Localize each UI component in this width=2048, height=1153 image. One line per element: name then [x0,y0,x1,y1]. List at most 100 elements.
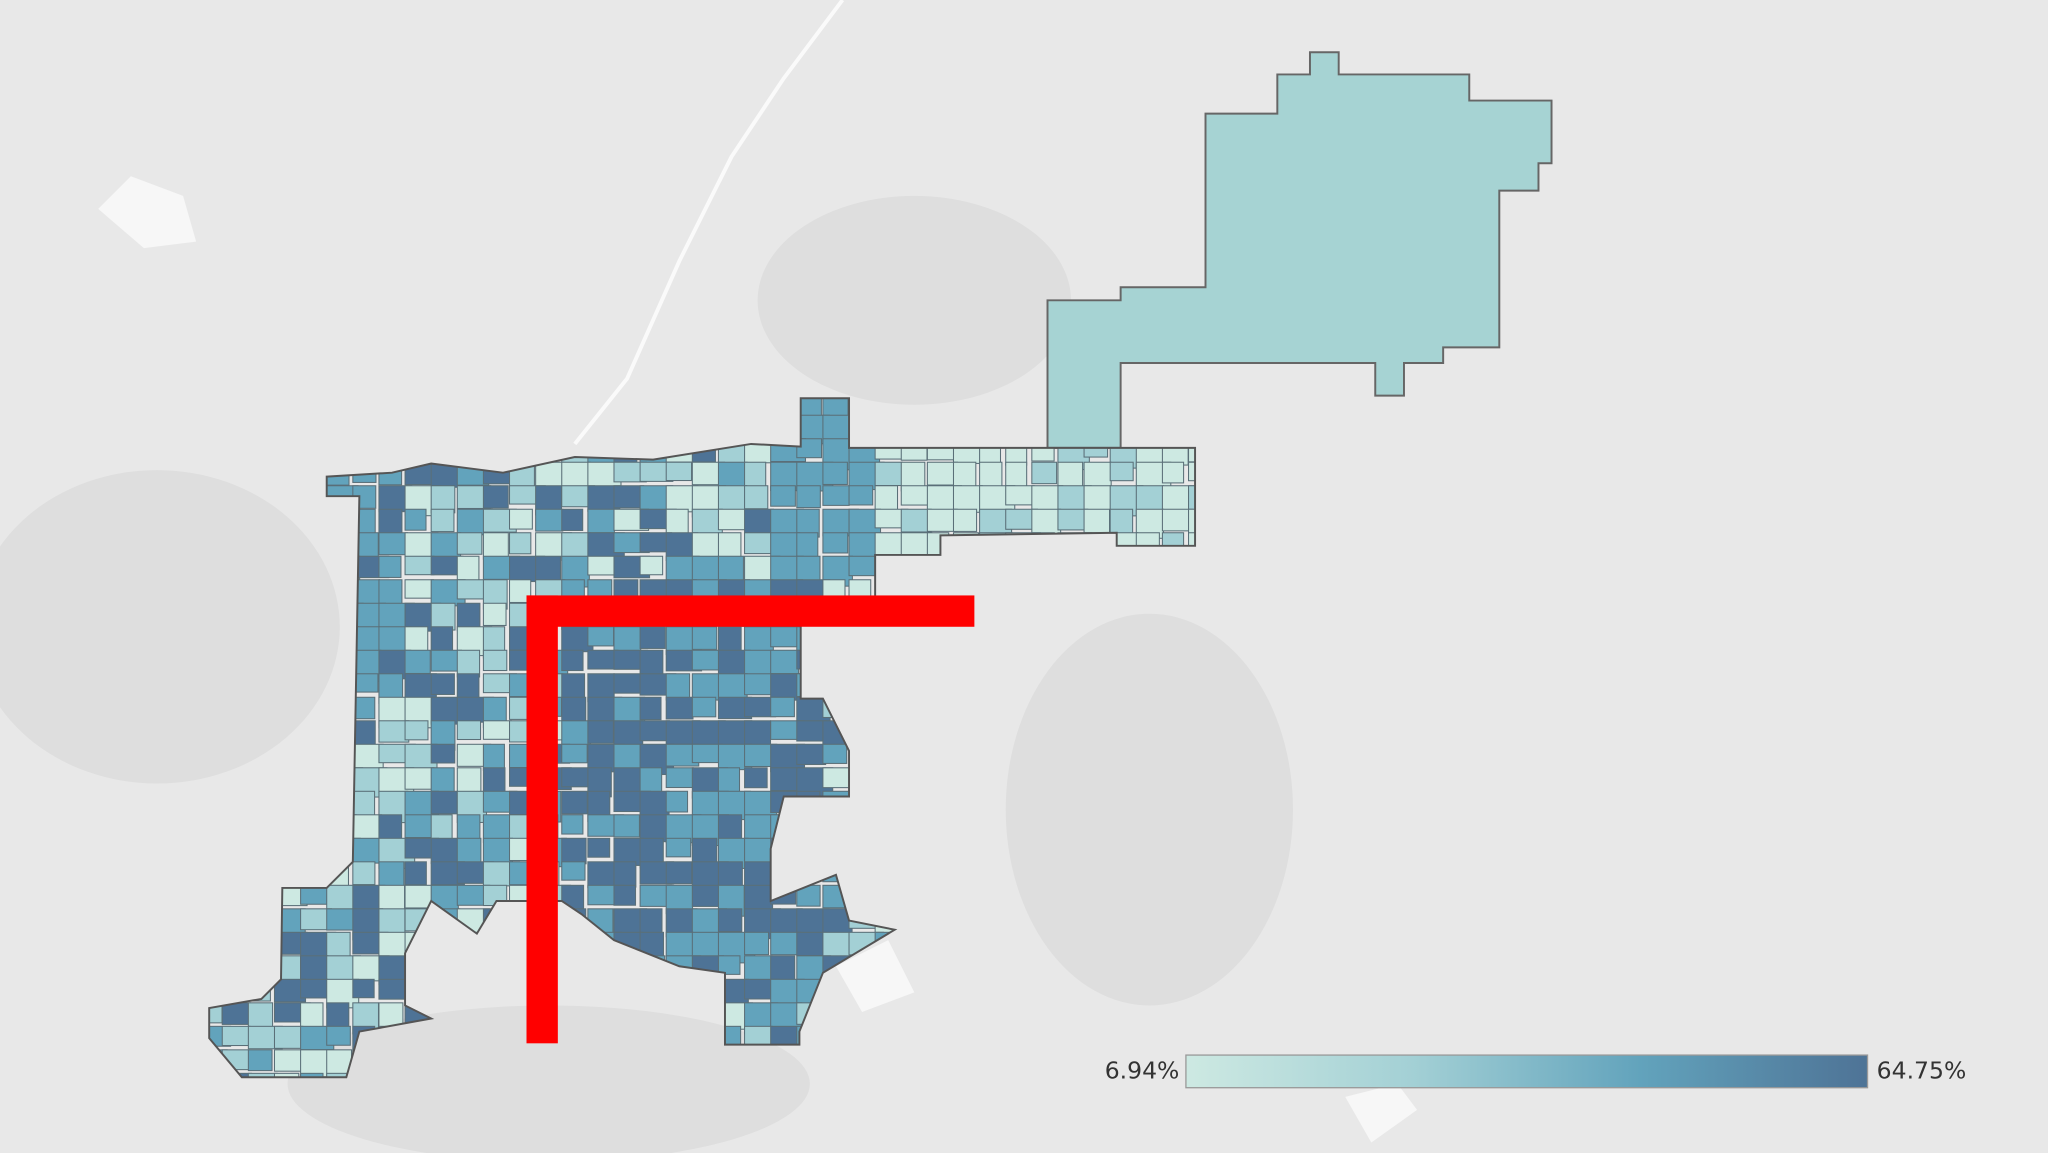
tract [561,837,587,865]
tract [561,790,588,815]
tract [430,508,455,533]
tract [665,508,689,534]
tract [430,743,456,764]
tract [639,720,670,742]
tract [691,673,723,701]
tract [561,743,588,764]
tract [300,1072,324,1078]
tract [613,884,637,906]
tract [1057,508,1089,531]
tract [404,626,429,652]
tract [874,485,899,513]
tract [613,861,637,888]
tract [691,626,718,650]
tract [796,931,827,957]
annotation [526,595,975,1044]
tract [1188,508,1196,535]
tract [456,555,480,584]
tract [326,1072,357,1078]
tract [796,485,821,509]
tract [796,438,823,459]
tract [665,696,694,720]
tract [900,508,932,533]
tract [456,649,481,678]
tract [352,790,376,817]
tract [613,720,644,748]
tract [1005,485,1035,506]
tract [744,626,774,654]
tract [482,485,509,509]
tract [404,579,435,599]
tract [404,649,431,675]
tract [717,626,742,652]
tract [561,461,591,487]
tract [744,485,769,510]
tract [796,532,819,558]
tract [561,861,586,881]
tract [326,1025,351,1046]
tract [430,767,455,793]
tract [587,720,614,744]
tract [430,626,454,652]
tract [378,720,410,743]
tract [221,1025,251,1047]
legend-scale [1185,1054,1869,1089]
tract [691,884,721,907]
tract [744,767,768,789]
tract [717,485,748,511]
tract [561,508,584,532]
tract [613,743,641,771]
tract [352,978,375,999]
tract [482,743,505,771]
tract [796,743,827,766]
tract [378,532,409,556]
tract [509,532,532,555]
tract [717,908,743,933]
tract [587,626,615,647]
tract [639,555,664,576]
tract [822,532,849,554]
tract [247,1002,274,1028]
tract [300,955,329,981]
tract [639,790,670,816]
tract [404,555,435,576]
tract [587,508,615,534]
tract [326,908,356,931]
tract [796,555,821,583]
tract [482,532,509,560]
tract [613,814,640,838]
tract [717,461,748,487]
tract [665,767,694,789]
tract [613,837,645,866]
tract [221,1002,252,1025]
tract [613,673,643,694]
legend-max: 64.75% [1877,1057,1967,1085]
tract [430,602,456,631]
tract [665,461,693,482]
tract [926,508,958,532]
tract [273,1072,300,1078]
tract [744,673,774,696]
tract [665,931,694,957]
tract [639,814,669,843]
tract [300,978,329,999]
tract [952,508,978,532]
tract [273,1025,304,1049]
tract [482,649,508,672]
tract [273,1049,304,1072]
tract [404,508,427,531]
tract [561,814,584,835]
tract [404,767,435,790]
tract [587,837,611,858]
tract [247,1072,278,1078]
tract [717,955,741,975]
tract [744,931,770,956]
tract [535,555,562,583]
tract [822,485,850,506]
legend-min: 6.94% [1105,1057,1180,1085]
tract [848,555,877,577]
tract [639,696,662,721]
tract [404,861,427,886]
